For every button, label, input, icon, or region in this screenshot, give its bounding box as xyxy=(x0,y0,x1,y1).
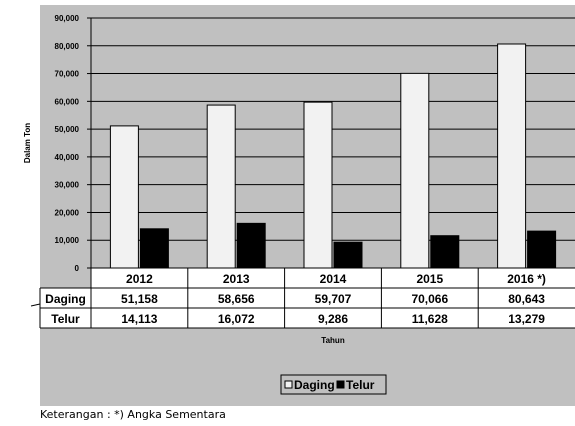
table-body xyxy=(91,268,575,328)
legend-swatch-telur xyxy=(336,380,345,389)
data-label: 16,072 xyxy=(218,312,255,326)
x-category-label: 2014 xyxy=(320,272,347,286)
data-label: 58,656 xyxy=(218,292,255,306)
y-tick-label: 0 xyxy=(75,264,80,273)
bar-telur-3 xyxy=(430,235,460,269)
x-axis-title: Tahun xyxy=(321,336,345,345)
y-tick-label: 40,000 xyxy=(55,153,80,162)
plot-area xyxy=(91,18,575,268)
bar-telur-4 xyxy=(527,230,557,269)
bar-daging-0 xyxy=(109,125,139,269)
y-tick-label: 90,000 xyxy=(55,14,80,23)
x-category-label: 2016 *) xyxy=(507,272,546,286)
data-label: 9,286 xyxy=(318,312,348,326)
data-label: 59,707 xyxy=(315,292,352,306)
bar-telur-1 xyxy=(236,222,266,269)
y-tick-label: 10,000 xyxy=(55,236,80,245)
legend xyxy=(280,374,387,395)
bar-telur-0 xyxy=(139,228,169,269)
data-label: 11,628 xyxy=(412,312,448,326)
bar-telur-2 xyxy=(333,241,363,269)
table-series-label: Daging xyxy=(45,292,86,306)
x-category-label: 2015 xyxy=(416,272,443,286)
x-category-label: 2013 xyxy=(223,272,250,286)
bar-daging-1 xyxy=(206,104,236,269)
y-tick-label: 60,000 xyxy=(55,97,80,106)
legend-swatch-daging xyxy=(284,380,293,389)
x-category-label: 2012 xyxy=(126,272,153,286)
bar-daging-2 xyxy=(303,101,333,269)
y-tick-label: 20,000 xyxy=(55,208,80,217)
y-tick-label: 70,000 xyxy=(55,70,80,79)
legend-label: Daging xyxy=(294,378,335,392)
data-label: 70,066 xyxy=(411,292,448,306)
footnote: Keterangan : *) Angka Sementara xyxy=(40,408,226,421)
bar-daging-4 xyxy=(497,43,527,269)
y-tick-label: 50,000 xyxy=(55,125,80,134)
table-series-label: Telur xyxy=(51,312,80,326)
bar-daging-3 xyxy=(400,72,430,269)
legend-label: Telur xyxy=(346,378,375,392)
y-axis-title: Dalam Ton xyxy=(23,123,32,163)
data-label: 14,113 xyxy=(121,312,157,326)
data-label: 13,279 xyxy=(508,312,545,326)
y-tick-label: 30,000 xyxy=(55,181,80,190)
data-label: 80,643 xyxy=(508,292,545,306)
y-tick-label: 80,000 xyxy=(55,42,80,51)
data-label: 51,158 xyxy=(121,292,158,306)
left-tick-mark xyxy=(30,303,41,307)
